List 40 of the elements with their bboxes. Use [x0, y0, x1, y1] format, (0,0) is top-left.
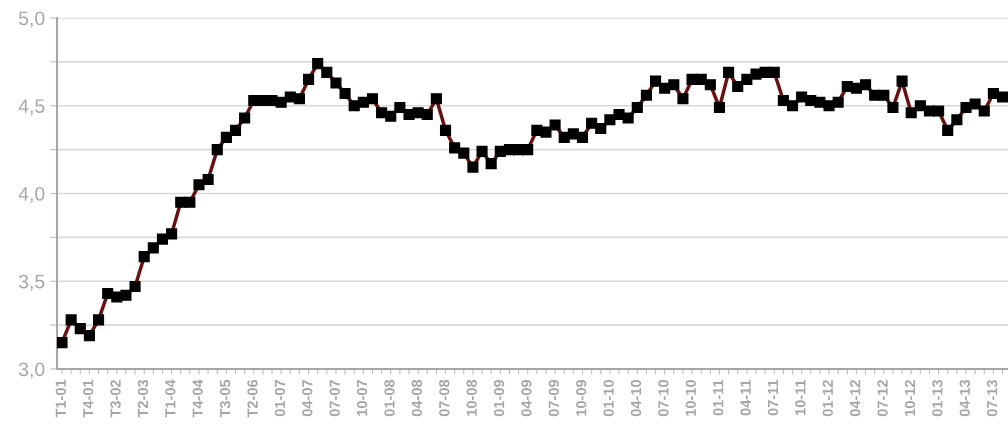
y-tick-label: 4,0	[18, 186, 45, 204]
x-tick-label: T2-06	[247, 379, 258, 418]
x-tick-label: 07-08	[439, 379, 450, 417]
x-tick-label: 07-11	[767, 379, 779, 416]
x-tick-label: T1-01	[55, 379, 66, 418]
y-tick-label: 3,0	[18, 362, 45, 379]
x-tick-label: 04-11	[740, 379, 751, 416]
x-tick-label: 10-07	[356, 380, 368, 416]
x-tick-label: 07-13	[986, 379, 998, 417]
x-tick-label: 07-09	[548, 379, 560, 417]
x-tick-label: 07-12	[877, 380, 888, 417]
x-tick-label: 10-09	[576, 379, 587, 416]
x-tick-label: 10-11	[795, 379, 806, 415]
x-tick-label: 04-07	[302, 380, 313, 417]
y-tick-label: 3,5	[18, 274, 45, 291]
x-tick-label: T4-01	[83, 379, 94, 418]
x-tick-label: 01-08	[384, 379, 395, 417]
x-tick-label: 07-07	[329, 380, 340, 417]
x-tick-label: 10-12	[904, 380, 916, 416]
x-tick-label: T1-04	[165, 379, 176, 418]
x-tick-label: 10-10	[685, 380, 696, 416]
x-tick-label: T3-05	[219, 379, 231, 418]
x-tick-label: T3-02	[110, 380, 121, 418]
x-tick-label: 01-10	[603, 380, 614, 417]
x-tick-label: T2-03	[137, 379, 149, 418]
y-tick-label: 4,5	[18, 99, 45, 116]
y-tick-label: 5,0	[18, 11, 45, 28]
x-tick-label: 10-08	[466, 379, 477, 416]
x-tick-label: 01-11	[713, 379, 724, 416]
x-tick-label: 07-10	[658, 380, 669, 417]
x-tick-label: 04-09	[521, 379, 532, 417]
x-tick-label: T4-04	[192, 379, 203, 418]
x-tick-label: 04-12	[850, 380, 861, 417]
x-tick-label: 01-09	[493, 379, 505, 417]
x-tick-label: 01-12	[822, 380, 833, 417]
x-tick-label: 04-10	[630, 380, 642, 417]
x-tick-label: 04-08	[411, 379, 423, 417]
x-tick-label: 01-07	[274, 380, 286, 417]
x-tick-label: 04-13	[959, 379, 970, 417]
x-tick-label: 01-13	[932, 379, 943, 417]
